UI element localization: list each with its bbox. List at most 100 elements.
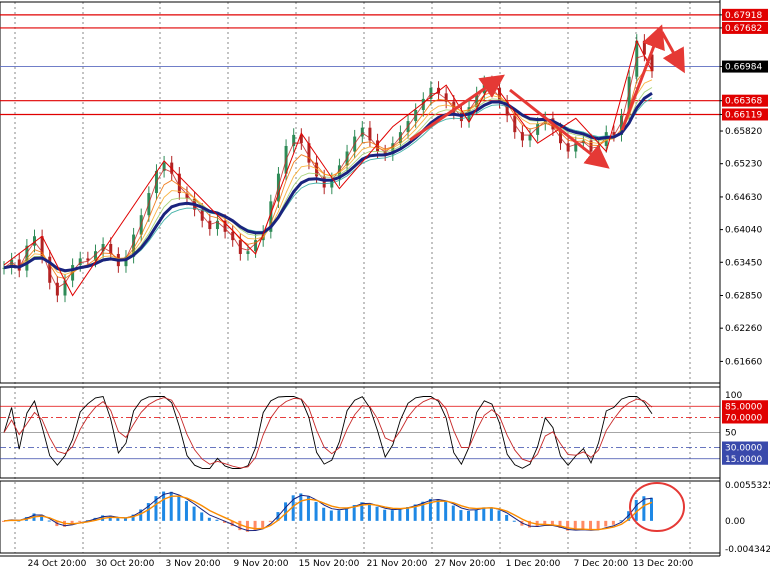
stoch-top-label: 100 [725,391,742,401]
macd-histogram-bar [329,510,333,521]
price-pane-frame [0,1,721,384]
macd-histogram-bar [284,502,288,521]
ma-slow-line [3,92,653,273]
price-tag: 0.66368 [725,97,762,107]
macd-histogram-bar [192,506,196,521]
macd-histogram-bar [367,503,371,521]
candle-body [78,258,82,266]
candle-body [528,134,532,141]
macd-histogram-bar [123,518,127,521]
stoch-level-tag: 15.0000 [725,455,762,465]
candle-body [2,267,6,269]
candle-body [254,240,258,252]
ma-ribbon-line [3,92,653,272]
macd-histogram-bar [230,520,234,527]
stoch-level-tag: 85.0000 [725,402,762,412]
trend-arrow [409,74,505,142]
candle-body [109,244,113,254]
macd-histogram-bar [642,496,646,521]
macd-histogram-bar [528,520,532,528]
candle-body [292,134,296,146]
macd-histogram-bar [451,505,455,521]
macd-histogram-bar [261,520,265,528]
stoch-level-tag-bg [722,452,768,465]
trend-arrow [509,88,610,169]
stoch-signal-line [3,397,653,469]
macd-histogram-bar [619,520,623,522]
macd-tick-label: 0.0055325 [725,481,770,491]
candle-body [620,115,624,135]
candle-body [86,258,90,261]
price-tag-bg [722,8,768,21]
x-tick-label: 13 Dec 20:00 [633,559,694,569]
price-tag: 0.67682 [725,24,762,34]
candle-body [63,280,67,296]
price-tick-label: 0.64040 [725,226,762,236]
macd-histogram-bar [375,506,379,521]
candle-body [299,134,303,144]
macd-histogram-bar [169,491,173,521]
candle-body [566,143,570,152]
candle-body [559,129,563,144]
macd-histogram-bar [512,520,516,522]
macd-histogram-bar [459,510,463,521]
macd-histogram-bar [406,507,410,521]
candle-body [124,256,128,267]
time-axis: 24 Oct 20:00 30 Oct 20:00 3 Nov 20:00 9 Nov… [0,555,720,569]
candle-body [55,282,59,296]
price-tick-label: 0.61660 [725,357,762,367]
candle-body [475,93,479,108]
macd-histogram-bar [70,520,74,525]
x-tick-label: 27 Nov 20:00 [435,559,496,569]
candle-body [40,236,44,257]
macd-histogram-bar [162,491,166,521]
macd-histogram-bar [154,496,158,521]
macd-histogram-bar [253,520,257,531]
macd-histogram-bar [360,502,364,521]
macd-tick-label: 0.00 [725,517,745,527]
macd-histogram-bar [40,515,44,521]
candle-body [17,259,21,271]
candle-body [10,259,14,268]
macd-histogram-bar [314,501,318,521]
highlight-circle [629,482,685,532]
candle-body [177,173,181,194]
macd-tick-label: -0.0043426 [725,545,770,555]
macd-histogram-bar [497,510,501,521]
macd-pane [0,480,721,554]
vertical-grid [14,2,691,553]
macd-histogram-bar [421,501,425,521]
candle-body [444,93,448,102]
stoch-level-tag-bg [722,441,768,454]
stoch-level-tag-bg [722,400,768,413]
price-pane [0,1,721,384]
macd-histogram-bar [306,496,310,521]
price-tick-label: 0.63450 [725,258,762,268]
macd-histogram-bar [78,520,82,522]
candle-body [132,234,136,257]
x-tick-label: 21 Nov 20:00 [367,559,428,569]
macd-histogram-bar [238,520,242,531]
macd-histogram-bar [505,514,509,521]
stochastic-pane [0,386,721,479]
candle-body [246,251,250,254]
candle-body [32,236,36,246]
price-tag: 0.66984 [725,63,762,73]
stoch-main-line [3,395,653,469]
macd-histogram-bar [482,507,486,521]
macd-histogram-bar [337,510,341,521]
candle-body [383,151,387,155]
macd-histogram-bar [116,518,120,521]
candle-body [642,40,646,55]
macd-signal-line [3,495,653,531]
candle-body [238,240,242,254]
macd-histogram-bar [200,512,204,521]
price-tag: 0.66119 [725,110,762,120]
candle-body [520,132,524,141]
trend-arrow [660,31,685,74]
macd-histogram-bar [650,497,653,521]
macd-histogram-bar [550,520,554,526]
macd-histogram-bar [611,520,615,525]
macd-histogram-bar [139,509,143,521]
